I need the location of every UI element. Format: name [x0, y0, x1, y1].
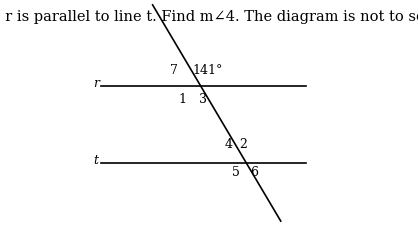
Text: 3: 3	[199, 92, 206, 105]
Text: Line r is parallel to line t. Find m∠4. The diagram is not to scale.: Line r is parallel to line t. Find m∠4. …	[0, 10, 418, 24]
Text: 141°: 141°	[192, 63, 223, 76]
Text: 1: 1	[178, 92, 186, 105]
Text: t: t	[94, 153, 99, 166]
Text: 6: 6	[250, 165, 258, 178]
Text: 7: 7	[171, 63, 178, 76]
Text: 2: 2	[240, 137, 247, 150]
Text: 4: 4	[224, 137, 232, 150]
Text: r: r	[93, 77, 99, 90]
Text: 5: 5	[232, 165, 240, 178]
